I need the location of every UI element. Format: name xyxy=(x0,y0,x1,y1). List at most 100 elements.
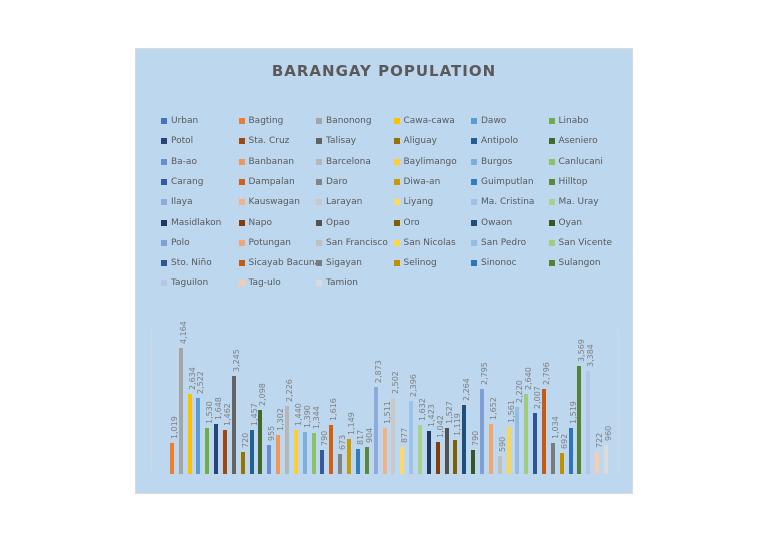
chart-title: BARANGAY POPULATION xyxy=(271,62,497,80)
legend-item: Sta. Cruz xyxy=(238,134,289,148)
bar xyxy=(258,410,263,474)
legend-label: Banbanan xyxy=(248,156,295,167)
legend-item: Liyang xyxy=(393,195,434,209)
bar xyxy=(338,453,343,474)
legend-label: Dawo xyxy=(481,116,507,126)
bar-data-label: 673 xyxy=(338,434,348,450)
legend-label: Opao xyxy=(326,217,350,228)
legend-swatch xyxy=(316,280,322,287)
legend-item: Hilltop xyxy=(548,175,588,189)
bar-data-label: 2,873 xyxy=(373,359,383,383)
legend-label: Carang xyxy=(171,176,204,187)
bar-data-label: 590 xyxy=(497,436,507,453)
legend-swatch xyxy=(316,239,322,246)
legend-swatch xyxy=(316,260,322,267)
legend-item: Sulangon xyxy=(548,256,601,270)
legend-swatch xyxy=(393,138,400,145)
bar xyxy=(577,365,582,474)
legend-item: Selinog xyxy=(393,256,437,270)
legend-label: Tamion xyxy=(326,278,359,289)
bar xyxy=(435,442,440,474)
legend-item: Tamion xyxy=(316,276,358,290)
bar-data-label: 2,007 xyxy=(533,386,543,410)
legend-label: Banonong xyxy=(326,116,372,126)
legend-label: Baylimango xyxy=(403,156,457,167)
bar xyxy=(205,427,210,474)
legend-swatch xyxy=(471,239,477,246)
legend-label: San Nicolas xyxy=(403,237,456,248)
bar-data-label: 1,462 xyxy=(223,402,233,426)
bar xyxy=(417,424,422,474)
legend-swatch xyxy=(238,158,245,165)
bar-data-label: 4,164 xyxy=(178,320,188,344)
bar xyxy=(595,452,600,474)
bar xyxy=(196,397,201,474)
legend-swatch xyxy=(238,138,245,145)
legend-item: Ilaya xyxy=(161,195,193,209)
bar-data-label: 790 xyxy=(320,430,330,447)
legend-item: San Nicolas xyxy=(393,236,456,250)
legend-label: Aliguay xyxy=(403,136,437,147)
legend-swatch xyxy=(393,239,400,246)
legend-label: San Francisco xyxy=(326,237,388,248)
bar-data-label: 877 xyxy=(400,428,410,444)
bar xyxy=(515,406,520,474)
legend-label: Tag-ulo xyxy=(248,278,281,289)
legend-swatch xyxy=(316,158,322,165)
legend-swatch xyxy=(316,219,322,226)
legend-label: Antipolo xyxy=(481,136,519,147)
legend-swatch xyxy=(238,260,245,267)
legend-label: Hilltop xyxy=(558,176,588,187)
legend-item: Ma. Cristina xyxy=(471,195,534,209)
bar-data-label: 1,648 xyxy=(214,397,224,421)
legend-label: Owaon xyxy=(481,217,513,228)
bar xyxy=(533,413,538,474)
legend-item: Oyan xyxy=(548,216,582,230)
legend-swatch xyxy=(471,260,477,267)
bar-data-label: 2,796 xyxy=(541,362,551,386)
bar xyxy=(373,386,378,474)
legend-item: Carang xyxy=(161,175,203,189)
bar-data-label: 2,098 xyxy=(258,383,268,407)
bar xyxy=(240,452,245,474)
legend-label: Ma. Uray xyxy=(558,197,599,208)
legend-item: San Vicente xyxy=(548,236,612,250)
legend-item: Ma. Uray xyxy=(548,195,599,209)
bar xyxy=(453,440,458,474)
legend-label: Liyang xyxy=(403,197,434,208)
legend-swatch xyxy=(548,239,555,246)
legend-item: Napo xyxy=(238,216,272,230)
legend-swatch xyxy=(161,280,167,287)
bar xyxy=(479,389,484,474)
bar xyxy=(400,447,405,474)
legend-item: Sicayab Bacuna xyxy=(238,256,320,270)
bar-data-label: 2,522 xyxy=(196,370,206,394)
legend-label: Sinonoc xyxy=(481,258,517,269)
legend-swatch xyxy=(471,219,477,226)
legend-item: Potol xyxy=(161,134,193,148)
legend-item: San Pedro xyxy=(471,236,526,250)
legend-item: Potungan xyxy=(238,236,291,250)
legend-swatch xyxy=(238,178,245,185)
legend-swatch xyxy=(238,199,245,206)
legend-item: Oro xyxy=(393,216,420,230)
bar xyxy=(276,434,281,474)
bar xyxy=(311,433,316,474)
bar-data-label: 2,264 xyxy=(462,378,472,402)
legend-swatch xyxy=(548,118,555,124)
legend-swatch xyxy=(161,239,167,246)
legend-item: Urban xyxy=(161,114,198,128)
bar-data-label: 1,519 xyxy=(568,401,578,424)
legend-label: Selinog xyxy=(403,258,437,269)
bar xyxy=(559,453,564,474)
legend-item: Daro xyxy=(316,175,347,189)
legend-label: Bagting xyxy=(248,116,284,126)
chart-frame: BARANGAY POPULATION Urban Bagting Banonong… xyxy=(135,48,633,494)
legend-item: Diwa-an xyxy=(393,175,440,189)
legend-swatch xyxy=(548,178,555,185)
bar xyxy=(426,430,431,474)
bar xyxy=(231,375,236,474)
legend-item: Aliguay xyxy=(393,134,437,148)
legend-item: Aseniero xyxy=(548,134,598,148)
legend-swatch xyxy=(161,178,167,185)
